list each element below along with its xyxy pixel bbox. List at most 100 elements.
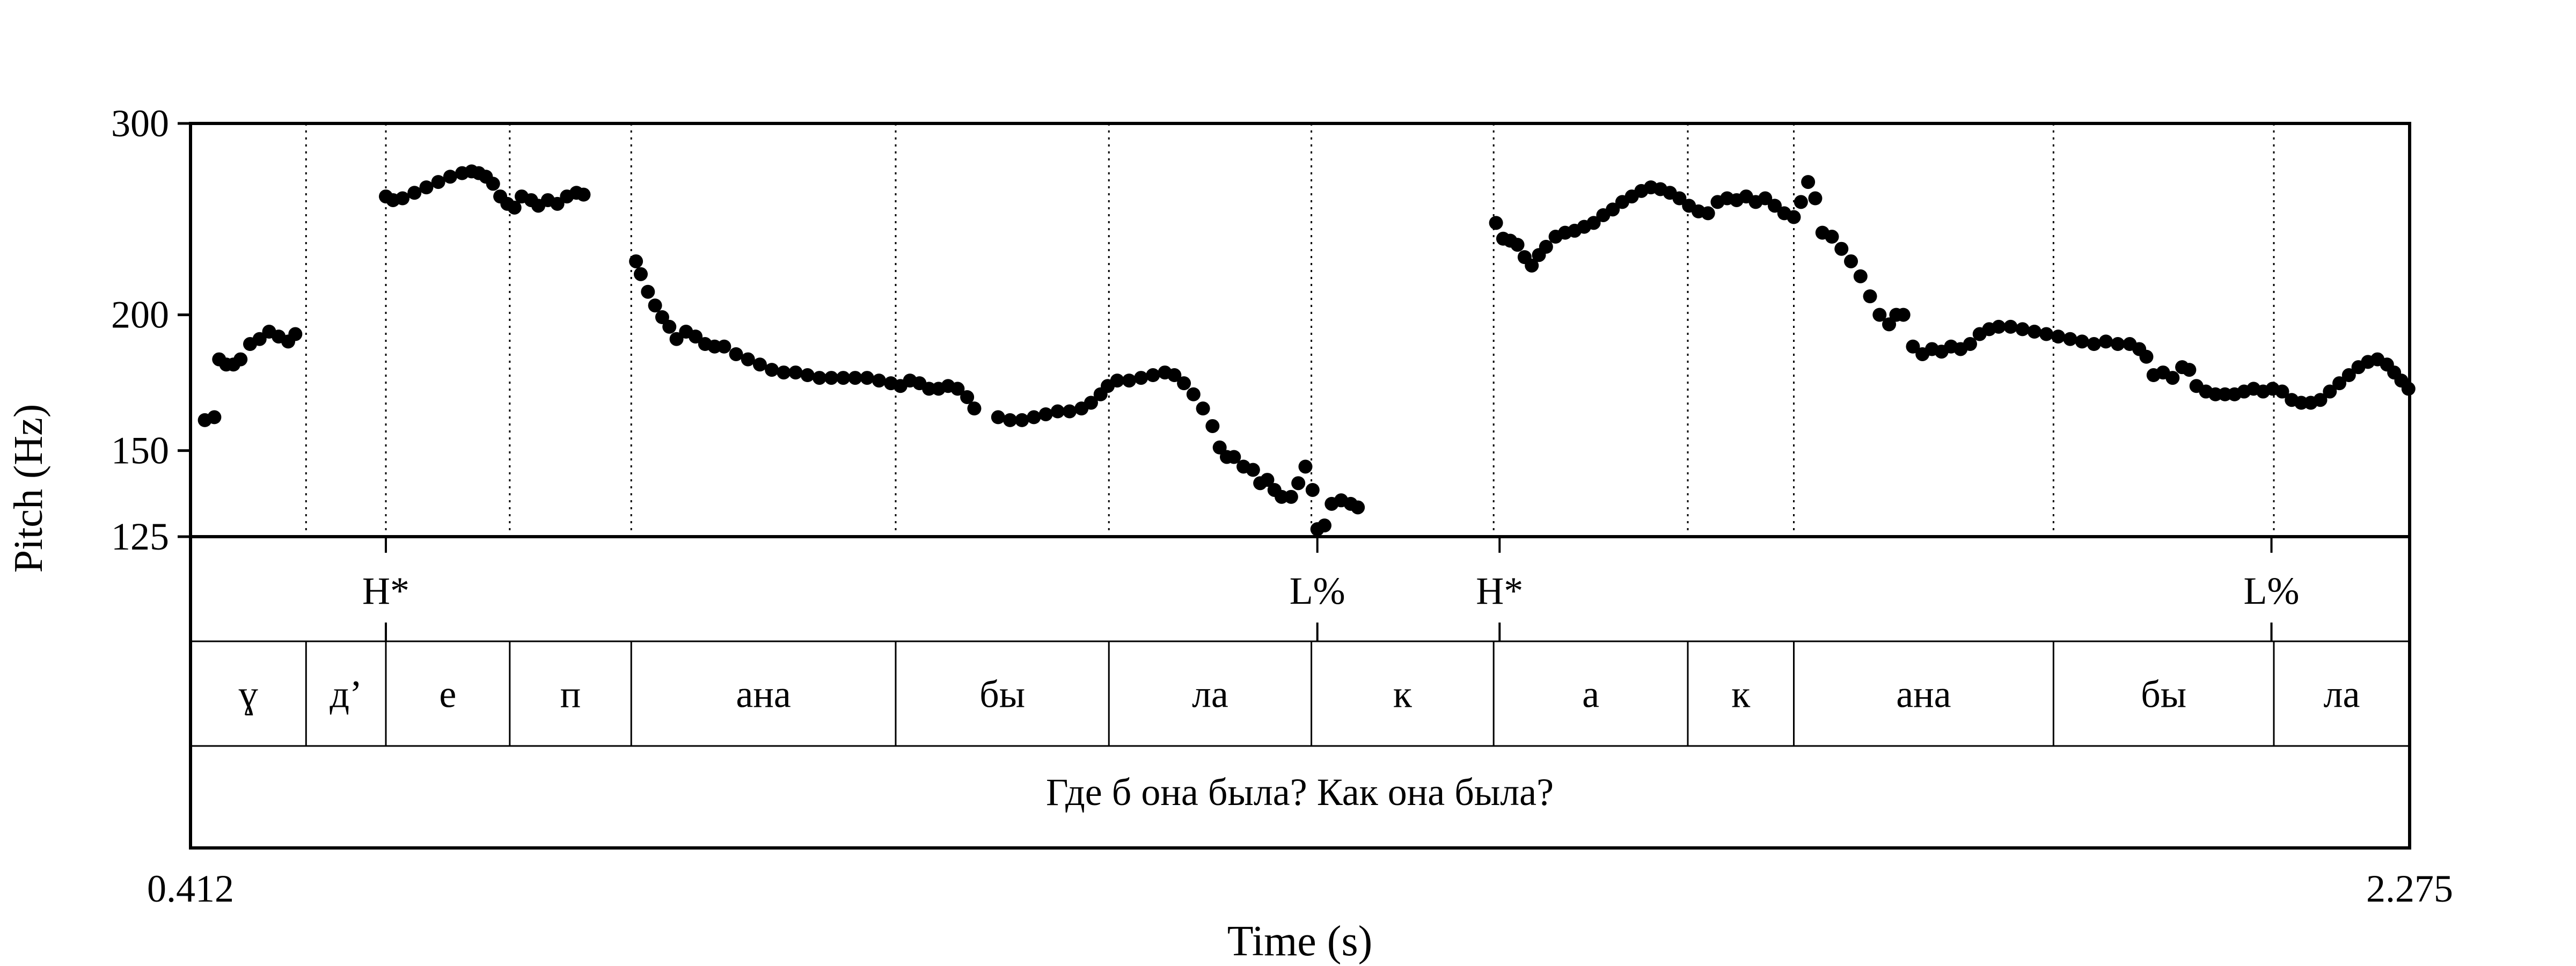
syllable-boundaries (305, 123, 2275, 746)
pitch-point (765, 363, 779, 377)
syllable-label: е (439, 673, 456, 716)
pitch-point (1758, 191, 1773, 206)
y-tick-label: 150 (111, 429, 169, 472)
pitch-point (860, 371, 874, 385)
pitch-point (836, 371, 851, 385)
pitch-point (991, 410, 1005, 425)
pitch-point (1134, 371, 1148, 385)
pitch-point (1038, 407, 1053, 421)
pitch-point (2111, 337, 2125, 352)
pitch-point (633, 267, 648, 281)
pitch-point (2313, 393, 2328, 407)
pitch-point (1672, 191, 1687, 206)
y-tick-label: 125 (111, 515, 169, 558)
pitch-point (1205, 419, 1220, 433)
pitch-point (2063, 332, 2077, 346)
pitch-point (1586, 216, 1601, 230)
pitch-point (252, 332, 267, 346)
pitch-point (741, 352, 755, 367)
pitch-point (717, 339, 731, 354)
syllable-label: ла (1192, 673, 1228, 716)
syllable-label: ɣ (239, 673, 258, 716)
syllable-label: ла (2324, 673, 2360, 716)
pitch-point (1186, 387, 1201, 401)
pitch-point (669, 332, 684, 346)
pitch-point (2075, 334, 2089, 349)
y-tick-label: 300 (111, 102, 169, 145)
pitch-point (1863, 289, 1877, 304)
pitch-point (1801, 175, 1816, 189)
pitch-point (1177, 376, 1191, 391)
pitch-point (1794, 195, 1808, 209)
pitch-point (1906, 339, 1920, 354)
y-axis-label: Pitch (Hz) (6, 404, 51, 573)
pitch-point (1122, 374, 1136, 388)
pitch-point (1844, 254, 1858, 268)
pitch-point (2332, 376, 2347, 391)
pitch-point (2165, 371, 2180, 385)
pitch-point (2003, 319, 2018, 334)
pitch-point (1015, 413, 1029, 427)
x-axis-end-label: 2.275 (2366, 867, 2453, 910)
pitch-point (407, 186, 422, 200)
pitch-point (1167, 368, 1182, 383)
sentence-label: Где б она была? Как она была? (1046, 771, 1554, 814)
pitch-point (1298, 459, 1313, 474)
pitch-point (752, 357, 767, 372)
pitch-point (872, 374, 886, 388)
pitch-point (486, 177, 500, 191)
pitch-point (1084, 396, 1098, 410)
pitch-plot-frame (189, 122, 2411, 538)
syllable-label: п (560, 673, 581, 716)
pitch-point (1872, 308, 1887, 322)
pitch-point (1050, 404, 1065, 419)
syllable-label: бы (979, 673, 1025, 716)
pitch-point (1510, 238, 1525, 252)
pitch-point (233, 352, 248, 367)
tone-label: L% (1290, 569, 1345, 612)
pitch-point (1701, 206, 1715, 221)
pitch-point (1787, 210, 1801, 224)
pitch-point (1539, 239, 1553, 254)
syllable-label: к (1731, 673, 1751, 716)
pitch-point (2341, 368, 2356, 383)
pitch-point (207, 410, 222, 425)
syllable-label: ана (1896, 673, 1951, 716)
pitch-point (662, 319, 677, 334)
syllable-label: бы (2141, 673, 2186, 716)
pitch-point (1196, 401, 1210, 416)
textgrid-frame (189, 535, 2411, 850)
pitch-point (1260, 473, 1275, 487)
pitch-point (419, 180, 434, 195)
pitch-point (1003, 413, 1018, 427)
pitch-point (1146, 368, 1160, 383)
pitch-point (729, 347, 743, 361)
y-axis-ticks: 125 150 200 300 (111, 102, 191, 558)
pitch-point (1808, 191, 1823, 206)
pitch-point (396, 191, 410, 206)
tone-label: L% (2244, 569, 2300, 612)
pitch-point (443, 170, 457, 184)
pitch-point (960, 390, 975, 404)
syllable-tier: ɣ д’ е п ана бы ла к а к ана бы ла (239, 673, 2360, 716)
syllable-label: а (1582, 673, 1599, 716)
pitch-point (1963, 337, 1977, 352)
pitch-point (1767, 199, 1782, 213)
syllable-label: к (1393, 673, 1413, 716)
pitch-point (655, 310, 669, 325)
pitch-point (1318, 518, 1332, 533)
x-axis-start-label: 0.412 (147, 867, 234, 910)
pitch-point (1305, 482, 1320, 497)
pitch-point (2051, 330, 2066, 344)
pitch-point (648, 298, 662, 313)
pitch-point (2087, 337, 2101, 352)
pitch-point (1882, 317, 1897, 332)
tier-lines (191, 640, 2410, 747)
tone-label: H* (362, 569, 409, 612)
y-tick-label: 200 (111, 294, 169, 336)
pitch-point (2275, 384, 2289, 399)
pitch-point (1525, 258, 1539, 273)
pitch-point (2015, 322, 2030, 336)
pitch-point (2323, 384, 2337, 399)
